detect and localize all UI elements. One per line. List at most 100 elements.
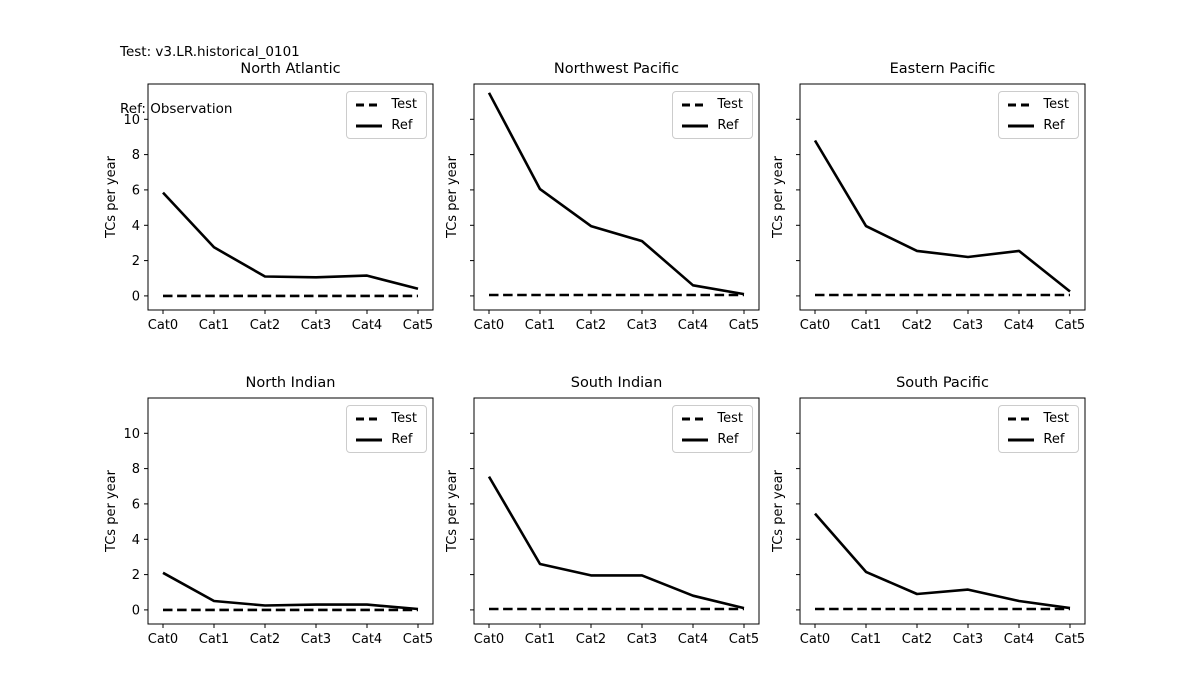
svg-text:Cat4: Cat4 [1004,318,1034,333]
svg-text:Cat2: Cat2 [250,318,280,333]
chart-title: Eastern Pacific [889,61,996,77]
legend-label-ref: Ref [391,432,413,447]
svg-text:8: 8 [132,148,140,163]
svg-text:TCs per year: TCs per year [771,155,786,239]
svg-text:Cat3: Cat3 [627,318,657,333]
svg-text:2: 2 [132,254,140,269]
legend-box: Test Ref [998,405,1079,453]
legend-box: Test Ref [346,91,427,139]
svg-text:Cat1: Cat1 [851,318,881,333]
svg-text:Cat0: Cat0 [148,632,178,647]
legend-label-test: Test [717,411,743,426]
legend-item-ref: Ref [682,118,743,133]
subplot-northwest-pacific: Northwest Pacific Cat0 Cat1 Cat2 Cat3 Cat4 Ca… [430,55,770,355]
legend-item-ref: Ref [356,432,417,447]
legend-item-test: Test [682,411,743,426]
solid-line-icon [1008,438,1035,441]
legend-box: Test Ref [346,405,427,453]
legend-label-test: Test [1043,97,1069,112]
line-plot: 0 2 4 6 8 10 Cat0 Cat1 Cat2 Cat3 Cat4 Cat5 TCs per y… [104,83,434,333]
svg-text:Cat4: Cat4 [352,318,382,333]
svg-text:Cat2: Cat2 [902,632,932,647]
svg-text:2: 2 [132,568,140,583]
chart-title: North Atlantic [240,61,341,77]
legend-label-ref: Ref [717,432,739,447]
legend-item-ref: Ref [1008,432,1069,447]
dashed-line-icon [1008,103,1035,106]
subplot-north-atlantic: North Atlantic 0 2 4 6 8 10 Cat0 Cat1 Cat2 Cat3 Ca… [104,55,444,355]
legend-label-ref: Ref [1043,432,1065,447]
svg-text:Cat4: Cat4 [352,632,382,647]
svg-text:Cat3: Cat3 [301,318,331,333]
svg-text:Cat2: Cat2 [576,318,606,333]
svg-text:Cat1: Cat1 [525,632,555,647]
solid-line-icon [682,124,709,127]
chart-title: South Indian [570,375,663,391]
svg-text:Cat5: Cat5 [729,318,759,333]
svg-text:0: 0 [132,603,140,618]
svg-text:Cat5: Cat5 [403,632,433,647]
svg-text:TCs per year: TCs per year [445,469,460,553]
legend-label-ref: Ref [391,118,413,133]
legend-label-ref: Ref [717,118,739,133]
svg-text:TCs per year: TCs per year [771,469,786,553]
subplot-north-indian: North Indian 0 2 4 6 8 10 Cat0 Cat1 Cat2 Cat3 Cat4… [104,369,444,669]
svg-text:Cat4: Cat4 [678,318,708,333]
svg-text:Cat5: Cat5 [1055,632,1085,647]
dashed-line-icon [356,103,383,106]
line-plot: Cat0 Cat1 Cat2 Cat3 Cat4 Cat5 TCs per year [445,397,760,647]
svg-text:Cat3: Cat3 [627,632,657,647]
svg-text:TCs per year: TCs per year [445,155,460,239]
legend-item-test: Test [356,411,417,426]
svg-text:Cat3: Cat3 [953,318,983,333]
chart-title: North Indian [245,375,336,391]
svg-text:6: 6 [132,183,140,198]
legend-item-test: Test [1008,411,1069,426]
svg-text:Cat5: Cat5 [729,632,759,647]
legend-box: Test Ref [672,405,753,453]
legend-label-test: Test [717,97,743,112]
svg-text:Cat0: Cat0 [474,632,504,647]
legend-item-ref: Ref [1008,118,1069,133]
svg-text:Cat4: Cat4 [678,632,708,647]
solid-line-icon [1008,124,1035,127]
svg-text:Cat5: Cat5 [403,318,433,333]
dashed-line-icon [682,417,709,420]
figure-header: Test: v3.LR.historical_0101 Ref: Observa… [120,5,300,157]
line-plot: Cat0 Cat1 Cat2 Cat3 Cat4 Cat5 TCs per year [771,397,1086,647]
svg-text:Cat2: Cat2 [902,318,932,333]
legend-label-test: Test [1043,411,1069,426]
legend-box: Test Ref [672,91,753,139]
subplot-south-pacific: South Pacific Cat0 Cat1 Cat2 Cat3 Cat4 Cat5 TC… [756,369,1096,669]
test-run-label: Test: v3.LR.historical_0101 [120,44,300,60]
dashed-line-icon [1008,417,1035,420]
chart-title: Northwest Pacific [553,61,680,77]
svg-text:Cat1: Cat1 [851,632,881,647]
legend-item-ref: Ref [356,118,417,133]
svg-text:4: 4 [132,219,140,234]
dashed-line-icon [682,103,709,106]
legend-item-ref: Ref [682,432,743,447]
legend-label-ref: Ref [1043,118,1065,133]
svg-text:Cat5: Cat5 [1055,318,1085,333]
line-plot: Cat0 Cat1 Cat2 Cat3 Cat4 Cat5 TCs per year [445,83,760,333]
svg-text:Cat0: Cat0 [474,318,504,333]
svg-text:4: 4 [132,533,140,548]
line-plot: Cat0 Cat1 Cat2 Cat3 Cat4 Cat5 TCs per year [771,83,1086,333]
svg-text:Cat1: Cat1 [199,632,229,647]
svg-text:TCs per year: TCs per year [104,469,119,553]
svg-text:6: 6 [132,497,140,512]
svg-text:Cat3: Cat3 [301,632,331,647]
svg-text:Cat0: Cat0 [800,632,830,647]
chart-title: South Pacific [896,375,989,391]
dashed-line-icon [356,417,383,420]
legend-label-test: Test [391,97,417,112]
subplot-eastern-pacific: Eastern Pacific Cat0 Cat1 Cat2 Cat3 Cat4 Cat5… [756,55,1096,355]
svg-text:8: 8 [132,462,140,477]
svg-text:10: 10 [123,427,140,442]
ref-run-label: Ref: Observation [120,101,233,117]
legend-item-test: Test [356,97,417,112]
legend-label-test: Test [391,411,417,426]
solid-line-icon [682,438,709,441]
